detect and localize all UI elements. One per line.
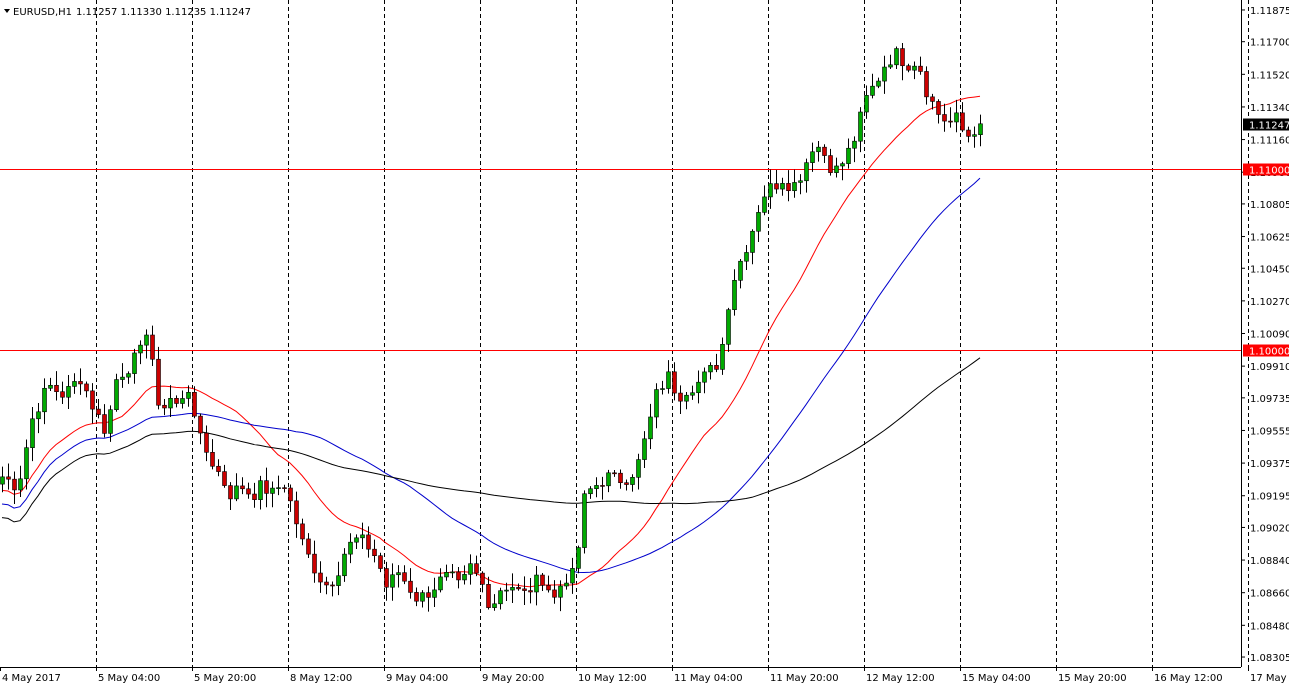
x-tick-label: 8 May 12:00 xyxy=(290,673,352,684)
x-tick-label: 5 May 04:00 xyxy=(98,673,160,684)
y-tick-label: 1.11875 xyxy=(1250,6,1289,17)
y-tick-label: 1.11700 xyxy=(1250,38,1289,49)
y-tick-label: 1.09735 xyxy=(1250,394,1289,405)
y-tick-label: 1.11160 xyxy=(1250,136,1289,147)
x-tick-label: 4 May 2017 xyxy=(2,673,61,684)
x-tick-label: 10 May 12:00 xyxy=(578,673,647,684)
candle xyxy=(115,374,119,412)
x-tick-label: 15 May 04:00 xyxy=(962,673,1031,684)
y-tick-label: 1.10625 xyxy=(1250,233,1289,244)
x-tick-label: 11 May 20:00 xyxy=(770,673,839,684)
x-tick-label: 9 May 20:00 xyxy=(482,673,544,684)
y-tick-label: 1.10805 xyxy=(1250,200,1289,211)
y-tick-label: 1.08840 xyxy=(1250,556,1289,567)
x-tick-label: 17 May 04:00 xyxy=(1250,673,1289,684)
y-tick-label: 1.09910 xyxy=(1250,362,1289,373)
x-tick-label: 16 May 12:00 xyxy=(1154,673,1223,684)
x-tick-label: 11 May 04:00 xyxy=(674,673,743,684)
y-tick-label: 1.10450 xyxy=(1250,264,1289,275)
y-tick-label: 1.08305 xyxy=(1250,653,1289,664)
ohlc-header: 1.11257 1.11330 1.11235 1.11247 xyxy=(76,7,251,18)
x-tick-label: 12 May 12:00 xyxy=(866,673,935,684)
y-tick-label: 1.10090 xyxy=(1250,330,1289,341)
x-tick-label: 5 May 20:00 xyxy=(194,673,256,684)
level-tag-label: 1.10000 xyxy=(1249,347,1289,358)
current-price-label: 1.11247 xyxy=(1249,121,1289,132)
symbol-header: EURUSD,H1 xyxy=(13,7,72,18)
y-tick-label: 1.08480 xyxy=(1250,621,1289,632)
x-tick-label: 9 May 04:00 xyxy=(386,673,448,684)
y-tick-label: 1.09555 xyxy=(1250,426,1289,437)
level-tag-label: 1.11000 xyxy=(1249,166,1289,177)
candle xyxy=(583,490,587,553)
chart-header: EURUSD,H1 1.11257 1.11330 1.11235 1.1124… xyxy=(4,7,251,18)
x-tick-label: 15 May 20:00 xyxy=(1058,673,1127,684)
y-tick-label: 1.11520 xyxy=(1250,70,1289,81)
y-tick-label: 1.08660 xyxy=(1250,589,1289,600)
y-tick-label: 1.09020 xyxy=(1250,523,1289,534)
y-tick-label: 1.11340 xyxy=(1250,103,1289,114)
y-tick-label: 1.09375 xyxy=(1250,459,1289,470)
y-tick-label: 1.09195 xyxy=(1250,492,1289,503)
y-tick-label: 1.10270 xyxy=(1250,297,1289,308)
